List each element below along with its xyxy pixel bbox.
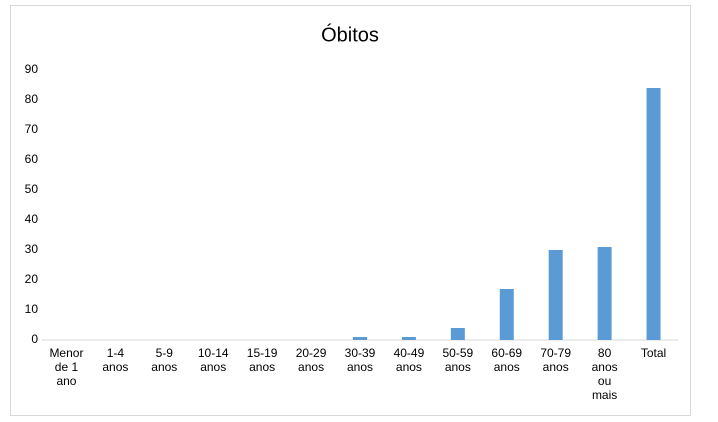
x-tick-label: 50-59 anos <box>442 346 474 374</box>
bar <box>597 247 612 340</box>
y-tick-label: 50 <box>25 182 39 196</box>
y-tick-label: 60 <box>25 152 39 166</box>
chart-frame <box>10 5 691 416</box>
x-tick-label: 40-49 anos <box>393 346 425 374</box>
y-tick-label: 90 <box>25 62 39 76</box>
x-tick-label: Total <box>640 346 667 360</box>
y-tick-label: 80 <box>25 92 39 106</box>
x-tick-label: 5-9 anos <box>151 346 178 374</box>
chart-title: Óbitos <box>321 23 379 46</box>
y-tick-label: 20 <box>25 272 39 286</box>
bar <box>548 250 563 340</box>
x-tick-label: 80 anos ou mais <box>591 346 618 402</box>
x-tick-label: 1-4 anos <box>102 346 129 374</box>
x-tick-label: 10-14 anos <box>197 346 229 374</box>
y-tick-label: 0 <box>31 332 38 346</box>
y-tick-label: 70 <box>25 122 39 136</box>
y-tick-label: 10 <box>25 302 39 316</box>
bar <box>646 88 661 340</box>
x-tick-label: 30-39 anos <box>344 346 376 374</box>
y-tick-label: 40 <box>25 212 39 226</box>
x-tick-label: 15-19 anos <box>246 346 278 374</box>
bar <box>353 337 367 340</box>
x-tick-label: 20-29 anos <box>295 346 327 374</box>
bar <box>401 337 416 340</box>
x-tick-label: 60-69 anos <box>491 346 523 374</box>
x-tick-label: Menor de 1 ano <box>49 346 84 388</box>
bar <box>499 289 514 340</box>
y-tick-label: 30 <box>25 242 39 256</box>
bar <box>450 328 465 340</box>
x-tick-label: 70-79 anos <box>540 346 572 374</box>
